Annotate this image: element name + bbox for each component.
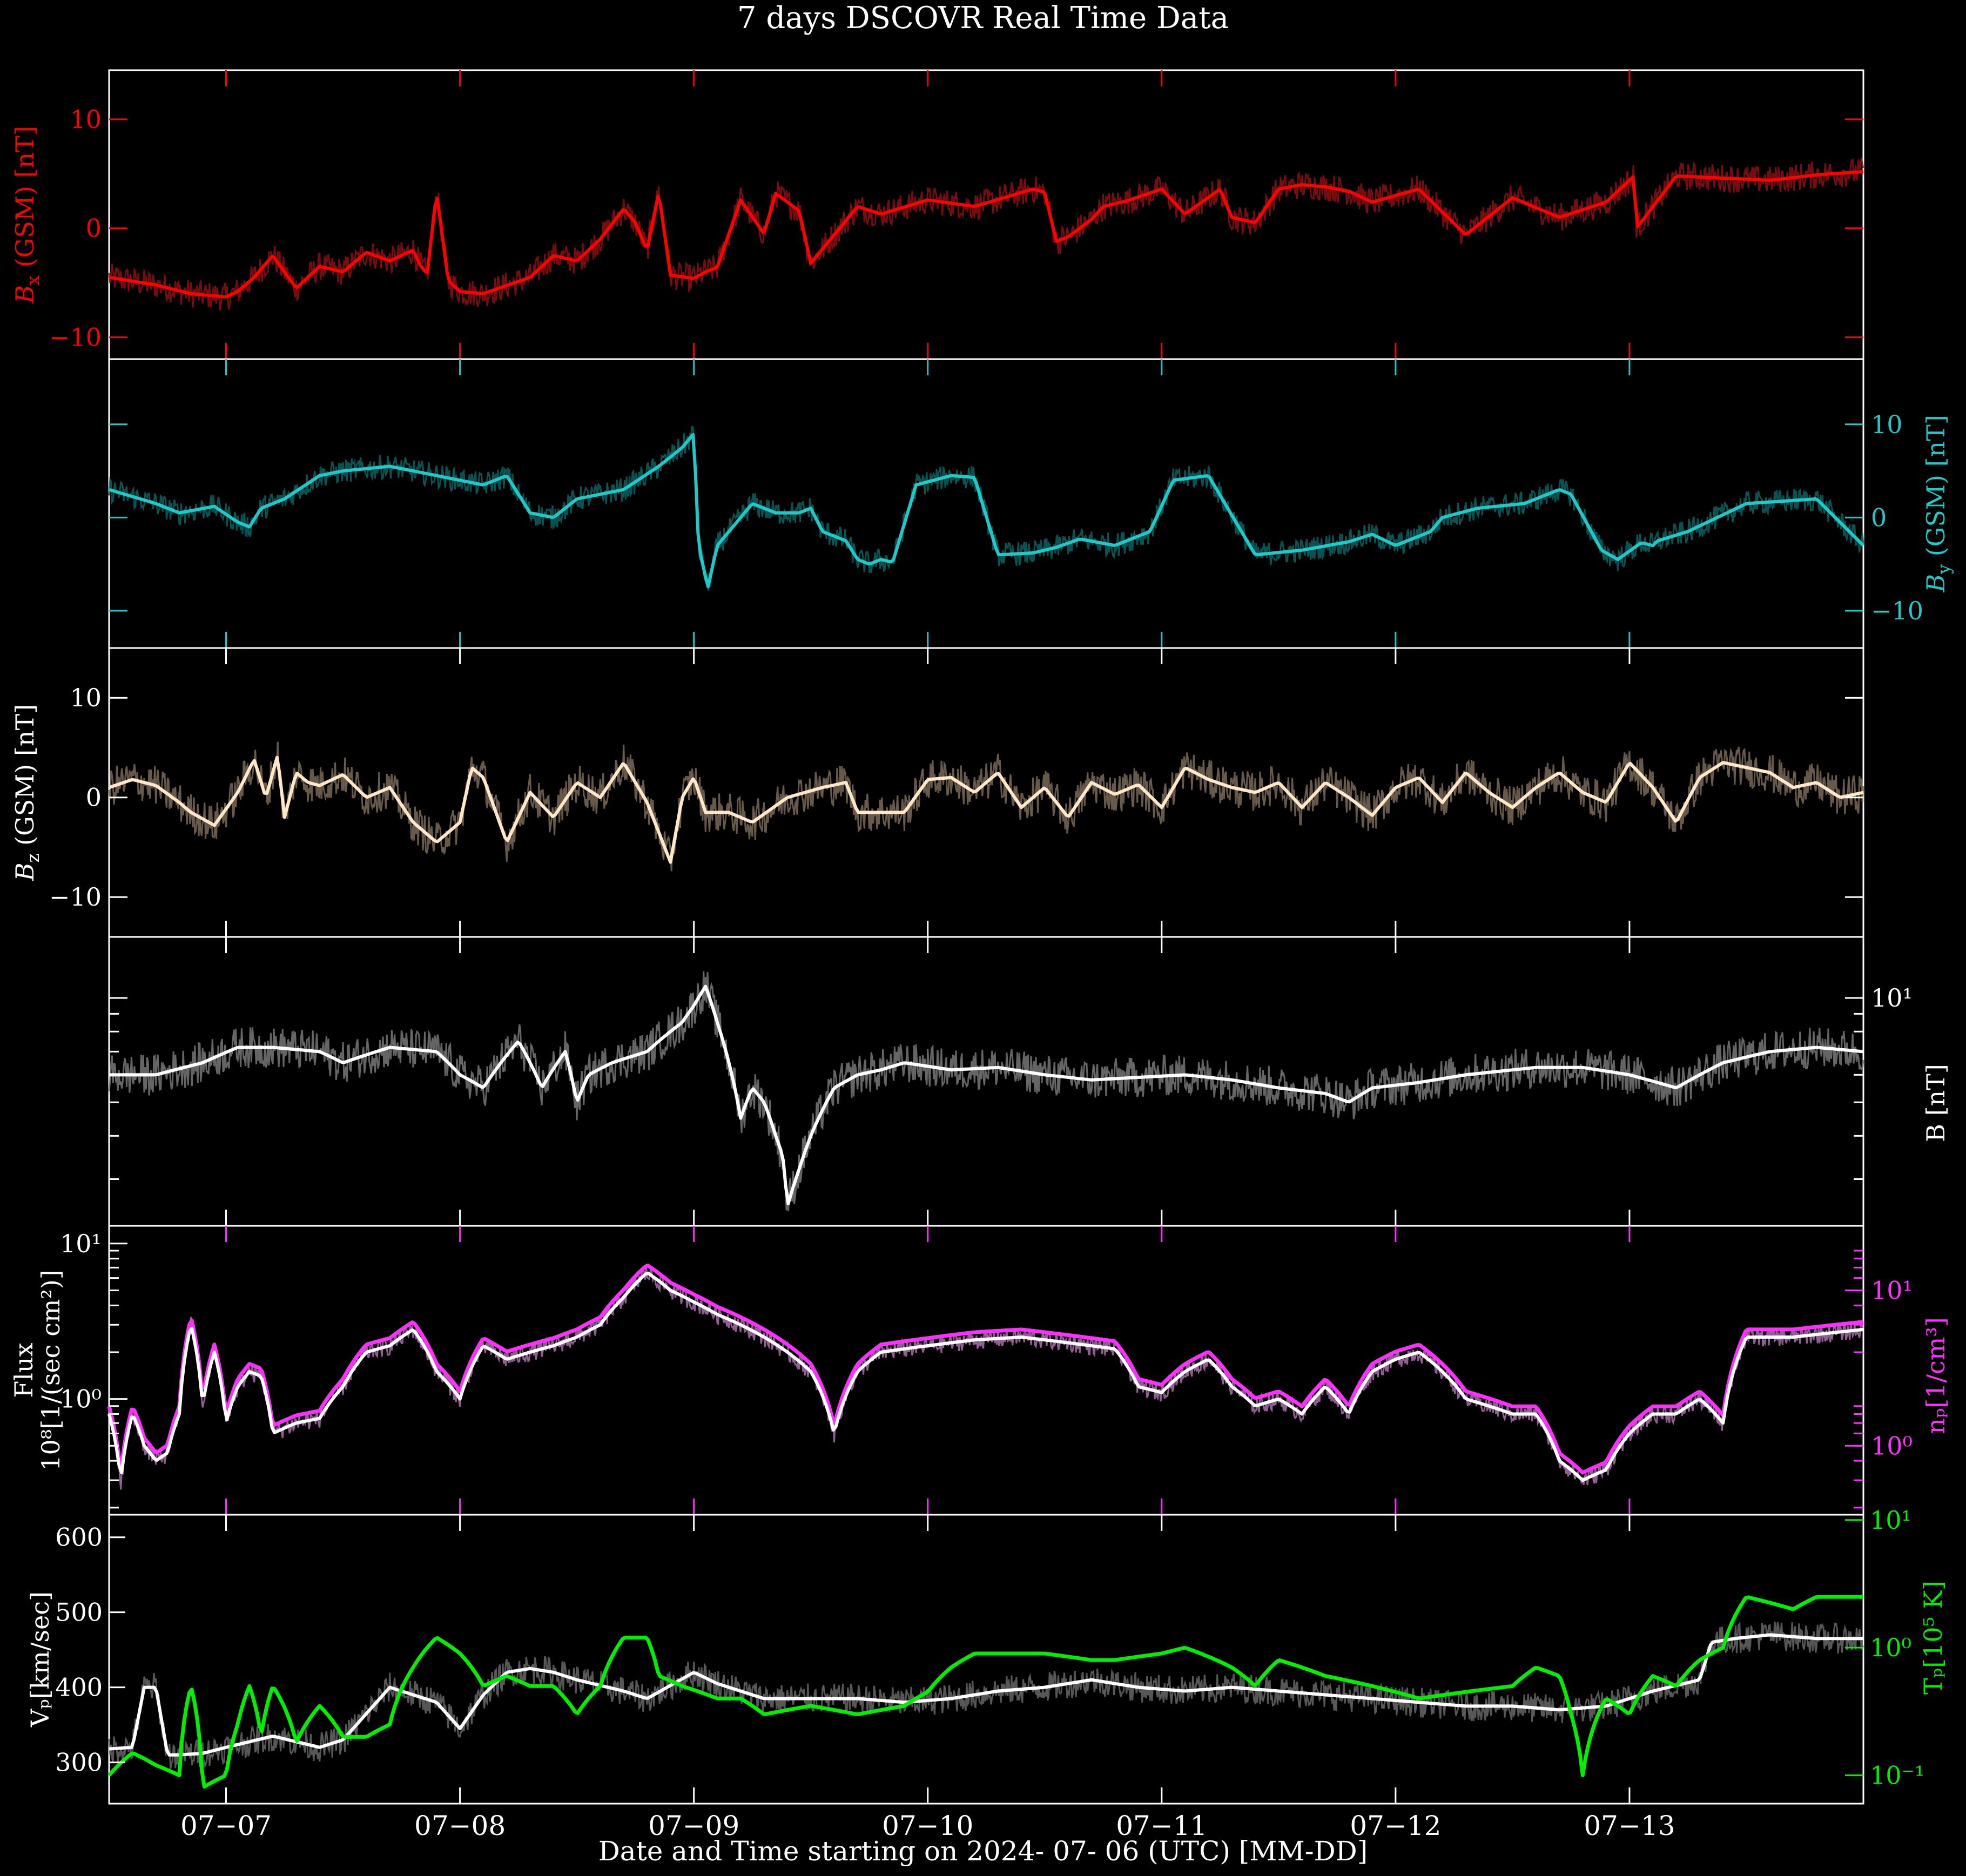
y-tick-label: −10	[49, 323, 102, 352]
by-line	[109, 433, 1865, 589]
x-tick-label: 07−11	[1116, 1810, 1207, 1841]
flux_np-line	[107, 1271, 1864, 1482]
vp-axis-label: Vₚ[km/sec]	[25, 1591, 55, 1727]
tp-axis-label: Tₚ[10⁵ K]	[1918, 1581, 1948, 1695]
y-tick-label: 500	[55, 1598, 103, 1627]
y-tick-label: 600	[55, 1523, 103, 1552]
x-tick-label: 07−09	[648, 1810, 739, 1841]
bz-line	[109, 755, 1864, 864]
bx-axis-label: Bx (GSM) [nT]	[10, 126, 43, 304]
y-tick-label: −10	[49, 882, 102, 912]
bx-raw-line	[108, 158, 1864, 311]
y-tick-label: 10	[70, 105, 102, 134]
bz-axis-label: Bz (GSM) [nT]	[10, 704, 43, 881]
y-tick-label: 0	[86, 214, 102, 243]
bt-axis-label: B [nT]	[1921, 1064, 1950, 1142]
by-raw-line	[108, 426, 1864, 591]
panel-frame	[108, 1514, 1864, 1805]
flux-label-line2: 10⁸[1/(sec cm²)]	[36, 1270, 65, 1471]
y-tick-label: 10	[70, 683, 102, 712]
by-axis-label: By (GSM) [nT]	[1921, 415, 1954, 593]
bx-line	[109, 170, 1864, 299]
right-y-tick-label: 10⁻¹	[1870, 1761, 1924, 1790]
x-axis-label: Date and Time starting on 2024- 07- 06 (…	[598, 1835, 1368, 1867]
bt-raw-line	[108, 971, 1864, 1211]
y-tick-label: 0	[1871, 503, 1887, 532]
x-tick-label: 07−10	[882, 1810, 973, 1841]
y-tick-label: −10	[1871, 596, 1923, 625]
bz-raw-line	[108, 741, 1864, 872]
x-tick-label: 07−07	[180, 1810, 272, 1841]
bt-line	[109, 984, 1864, 1205]
np-axis-label: nₚ[1/cm³]	[1921, 1317, 1950, 1434]
y-tick-label: 0	[86, 783, 102, 812]
right-y-tick-label: 10¹	[1871, 1276, 1913, 1305]
y-tick-label: 10¹	[1871, 983, 1913, 1013]
y-tick-label: 300	[55, 1748, 103, 1777]
figure-title: 7 days DSCOVR Real Time Data	[737, 1, 1229, 36]
x-tick-label: 07−13	[1584, 1810, 1675, 1841]
flux-label-line1: Flux	[9, 1342, 38, 1398]
y-tick-label: 400	[55, 1673, 103, 1702]
right-y-tick-label: 10¹	[1870, 1506, 1911, 1535]
y-tick-label: 10¹	[60, 1229, 102, 1258]
tp-line	[107, 1595, 1863, 1789]
right-y-tick-label: 10⁰	[1870, 1633, 1911, 1662]
y-tick-label: 10⁰	[60, 1385, 102, 1414]
panel-vp_tp: 300 400 500 600 10¹ 10⁰ 10⁻¹ Vₚ[km/sec] Tₚ[10⁵ K…	[25, 1506, 1948, 1805]
x-tick-label: 07−08	[414, 1810, 506, 1841]
y-tick-label: 10	[1871, 410, 1903, 439]
right-y-tick-label: 10⁰	[1871, 1431, 1913, 1460]
x-tick-label: 07−12	[1350, 1810, 1441, 1841]
np-line	[107, 1264, 1864, 1475]
